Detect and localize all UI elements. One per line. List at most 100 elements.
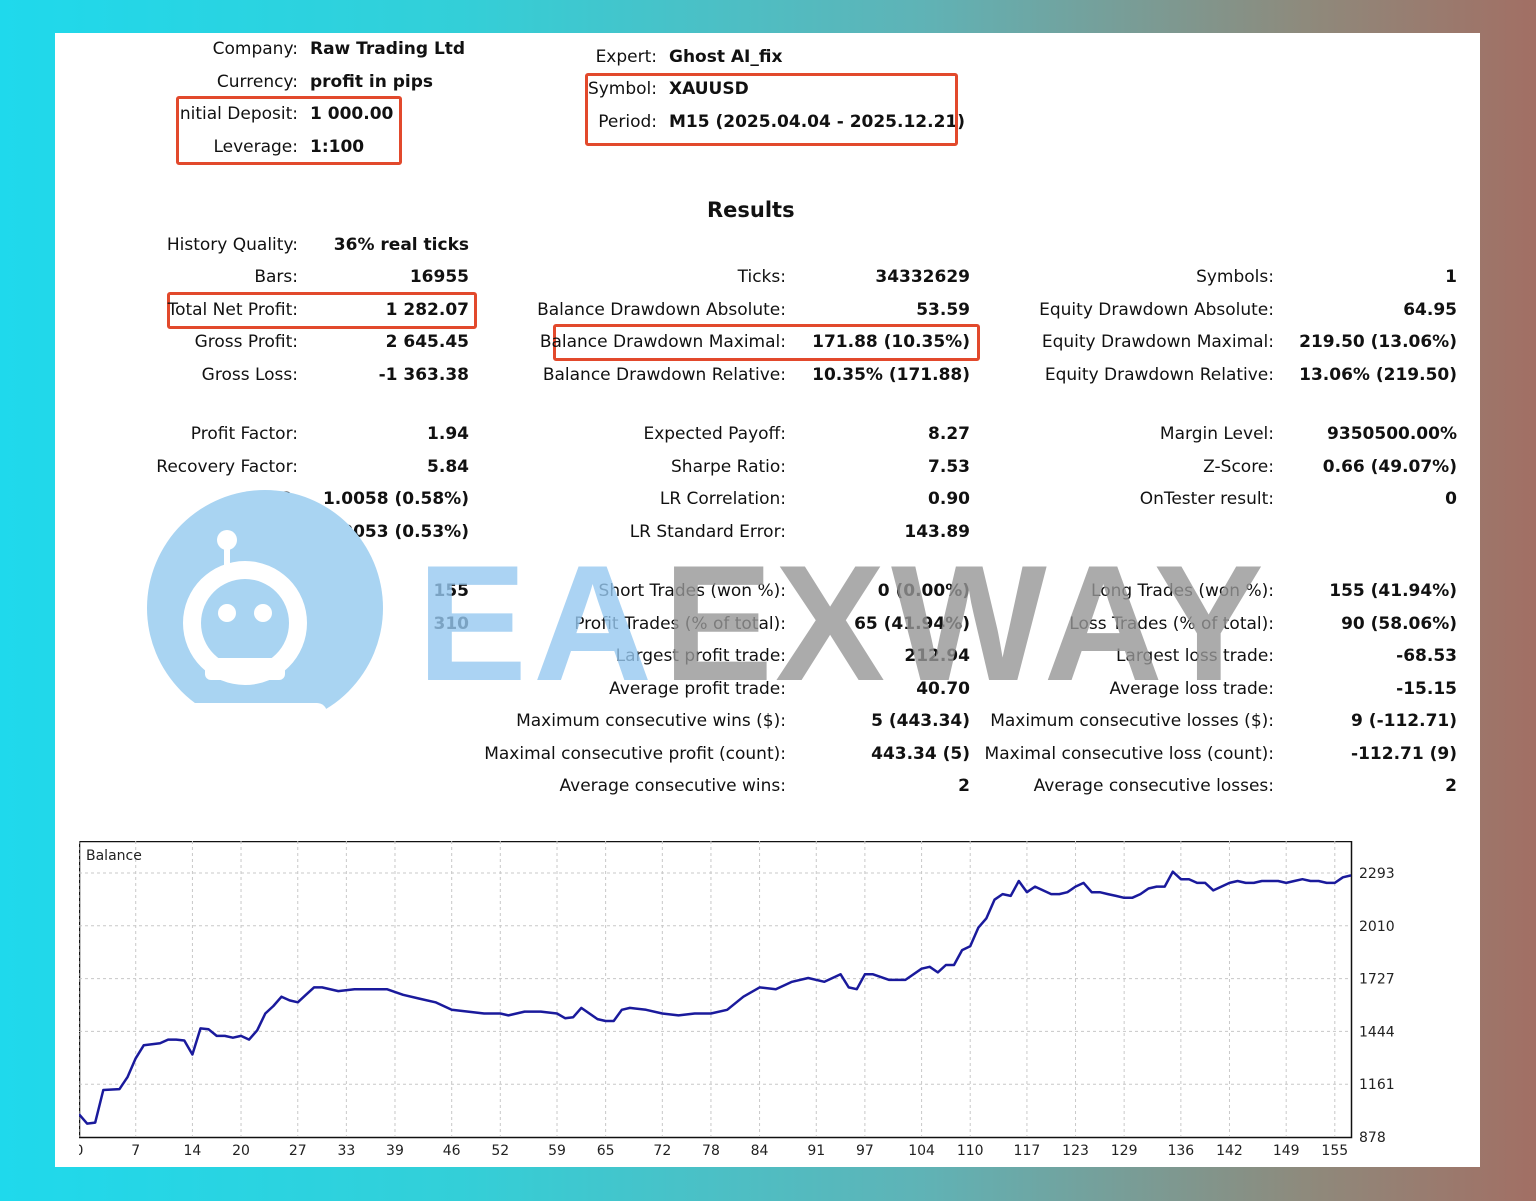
y-tick-label: 878 <box>1359 1130 1386 1146</box>
x-tick-label: 84 <box>751 1143 769 1159</box>
stat-value: 16955 <box>409 267 469 287</box>
report-card: Company: Raw Trading Ltd Currency: profit i… <box>55 33 1480 1167</box>
stat-value: 7.53 <box>928 457 970 477</box>
stat-label: Average loss trade: <box>1109 679 1274 699</box>
header-label: Company: <box>212 39 298 59</box>
robot-head-icon <box>147 490 383 728</box>
stat-label: Equity Drawdown Absolute: <box>1039 300 1274 320</box>
stat-value: 171.88 (10.35%) <box>812 332 970 352</box>
stat-label: Largest profit trade: <box>615 646 786 666</box>
watermark-text-ea: EA <box>417 531 659 715</box>
header-value: XAUUSD <box>669 79 749 99</box>
stat-value: 13.06% (219.50) <box>1299 365 1457 385</box>
x-tick-label: 0 <box>79 1143 83 1159</box>
stat-value: 0.90 <box>928 489 970 509</box>
stat-label: Average consecutive losses: <box>1033 776 1274 796</box>
stat-value: 9 (-112.71) <box>1351 711 1457 731</box>
header-value: Ghost AI_fix <box>669 47 783 67</box>
balance-line <box>79 870 1352 1125</box>
stat-label: Total Net Profit: <box>167 300 298 320</box>
highlight-symbol-period <box>585 73 958 146</box>
stat-value: 64.95 <box>1403 300 1457 320</box>
stat-value: 155 (41.94%) <box>1329 581 1457 601</box>
stat-label: Average profit trade: <box>609 679 786 699</box>
x-tick-label: 72 <box>653 1143 671 1159</box>
stat-label: Bars: <box>254 267 298 287</box>
stat-label: Short Trades (won %): <box>598 581 786 601</box>
highlight-balance-drawdown-maximal <box>553 324 980 361</box>
stat-value: 1.0053 (0.53%) <box>322 522 469 542</box>
stat-label: Profit Factor: <box>190 424 298 444</box>
results-heading: Results <box>707 198 795 222</box>
header-label: Leverage: <box>213 137 298 157</box>
x-tick-label: 91 <box>807 1143 825 1159</box>
x-tick-label: 39 <box>386 1143 404 1159</box>
stat-value: 40.70 <box>916 679 970 699</box>
x-tick-label: 27 <box>289 1143 307 1159</box>
stat-label: Z-Score: <box>1203 457 1274 477</box>
stat-label: Balance Drawdown Absolute: <box>537 300 786 320</box>
stat-label: Symbols: <box>1196 267 1274 287</box>
x-tick-label: 129 <box>1111 1143 1138 1159</box>
header-label: Currency: <box>216 72 298 92</box>
stat-label: Largest loss trade: <box>1115 646 1274 666</box>
balance-chart-svg: 0 7 14 20 27 33 39 46 52 59 65 72 78 84 91 97 104 110 117 1… <box>79 841 1395 1159</box>
stat-value: 1.94 <box>427 424 469 444</box>
stat-label: Profit Trades (% of total): <box>574 614 786 634</box>
x-tick-label: 78 <box>702 1143 720 1159</box>
x-tick-label: 104 <box>908 1143 935 1159</box>
header-label: Symbol: <box>587 79 657 99</box>
stat-value: 9350500.00% <box>1327 424 1457 444</box>
stat-label: Maximum consecutive wins ($): <box>516 711 786 731</box>
stat-label: Average consecutive wins: <box>559 776 786 796</box>
x-tick-label: 65 <box>597 1143 615 1159</box>
y-tick-label: 1444 <box>1359 1024 1395 1040</box>
stat-label: Recovery Factor: <box>156 457 298 477</box>
y-tick-label: 1727 <box>1359 972 1395 988</box>
stat-label: Loss Trades (% of total): <box>1069 614 1274 634</box>
stat-value: -112.71 (9) <box>1351 744 1457 764</box>
stat-value: 65 (41.94%) <box>854 614 970 634</box>
x-tick-label: 33 <box>337 1143 355 1159</box>
stat-value: 8.27 <box>928 424 970 444</box>
stat-label: LR Standard Error: <box>629 522 786 542</box>
x-tick-label: 14 <box>184 1143 202 1159</box>
stat-label: Equity Drawdown Maximal: <box>1041 332 1274 352</box>
stat-value: 5.84 <box>427 457 469 477</box>
plot-area <box>79 841 1353 1139</box>
x-tick-label: 136 <box>1167 1143 1194 1159</box>
header-value: 1:100 <box>310 137 365 157</box>
stat-label: Margin Level: <box>1159 424 1274 444</box>
stat-value: 1 282.07 <box>385 300 469 320</box>
stat-value: 34332629 <box>875 267 970 287</box>
stat-value: 1 <box>1445 267 1457 287</box>
chart-title: Balance <box>86 848 142 864</box>
stat-value: 1.0058 (0.58%) <box>322 489 469 509</box>
stat-value: 2 <box>958 776 970 796</box>
stat-value: 90 (58.06%) <box>1341 614 1457 634</box>
y-tick-label: 1161 <box>1359 1077 1395 1093</box>
balance-chart: 0 7 14 20 27 33 39 46 52 59 65 72 78 84 91 97 104 110 117 1… <box>79 841 1454 1161</box>
highlight-total-net-profit <box>167 292 477 329</box>
x-tick-label: 52 <box>491 1143 509 1159</box>
stat-label: Maximal consecutive profit (count): <box>484 744 786 764</box>
y-tick-label: 2010 <box>1359 919 1395 935</box>
stat-label: Ticks: <box>737 267 786 287</box>
stat-value: 0 (0.00%) <box>877 581 970 601</box>
stat-value: 443.34 (5) <box>871 744 970 764</box>
stat-value: -15.15 <box>1396 679 1457 699</box>
x-tick-label: 59 <box>548 1143 566 1159</box>
stat-label: Expected Payoff: <box>643 424 786 444</box>
header-label: Initial Deposit: <box>174 104 298 124</box>
stat-value: 36% real ticks <box>333 235 469 255</box>
stat-label: LR Correlation: <box>659 489 786 509</box>
x-tick-label: 20 <box>232 1143 250 1159</box>
stat-label: Gross Profit: <box>194 332 298 352</box>
stat-value: 0 <box>1445 489 1457 509</box>
stat-value: 0.66 (49.07%) <box>1322 457 1457 477</box>
header-value: 1 000.00 <box>310 104 394 124</box>
x-tick-label: 46 <box>443 1143 461 1159</box>
header-value: Raw Trading Ltd <box>310 39 466 59</box>
stat-value: 155 <box>433 581 470 601</box>
x-tick-label: 149 <box>1273 1143 1300 1159</box>
